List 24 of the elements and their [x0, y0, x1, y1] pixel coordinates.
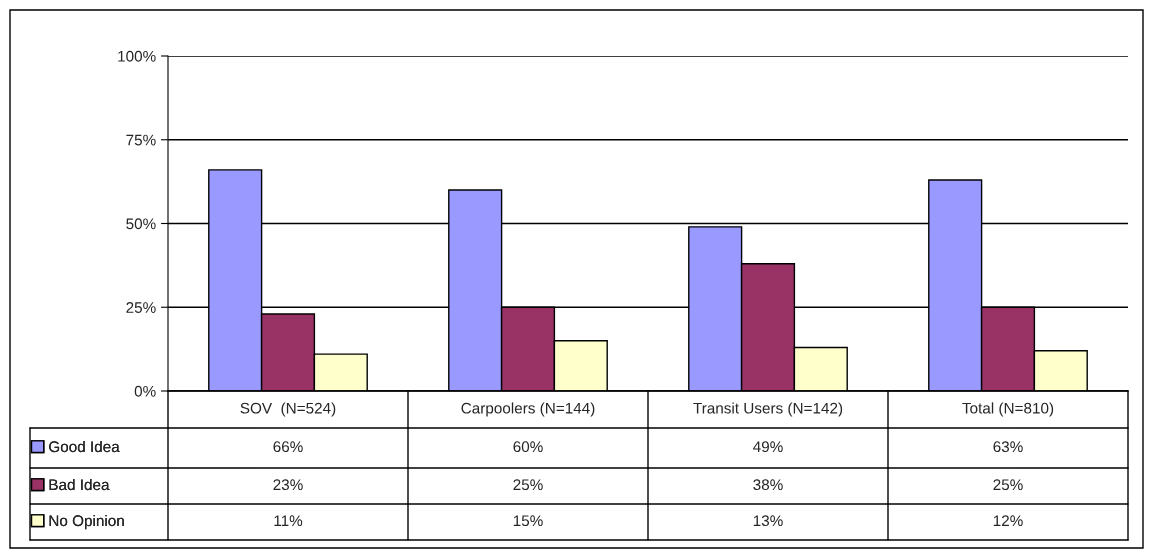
data-label: 15% — [513, 515, 543, 527]
legend-label: No Opinion — [49, 514, 124, 530]
data-label: 63% — [993, 441, 1023, 453]
x-tick-label: SOV (N=524) — [240, 402, 336, 417]
legend-label: Good Idea — [49, 440, 120, 453]
x-tick-label: Carpoolers (N=144) — [461, 402, 595, 417]
legend-label: Bad Idea — [49, 478, 110, 491]
y-tick-label: 75% — [126, 134, 156, 146]
data-label: 12% — [993, 515, 1023, 527]
x-tick-label: Transit Users (N=142) — [693, 402, 843, 417]
y-tick-label: 100% — [118, 50, 156, 62]
data-label: 13% — [753, 515, 783, 527]
y-tick-label: 25% — [126, 302, 156, 313]
data-label: 49% — [753, 441, 783, 453]
data-label: 38% — [753, 479, 783, 491]
y-tick-label: 50% — [126, 218, 156, 230]
data-label: 25% — [513, 479, 543, 491]
y-tick-label: 0% — [134, 385, 156, 397]
data-label: 60% — [513, 441, 543, 453]
data-label: 25% — [993, 479, 1023, 491]
x-tick-label: Total (N=810) — [962, 402, 1054, 417]
data-label: 11% — [274, 515, 303, 527]
data-label: 66% — [273, 441, 303, 453]
data-label: 23% — [273, 479, 303, 491]
